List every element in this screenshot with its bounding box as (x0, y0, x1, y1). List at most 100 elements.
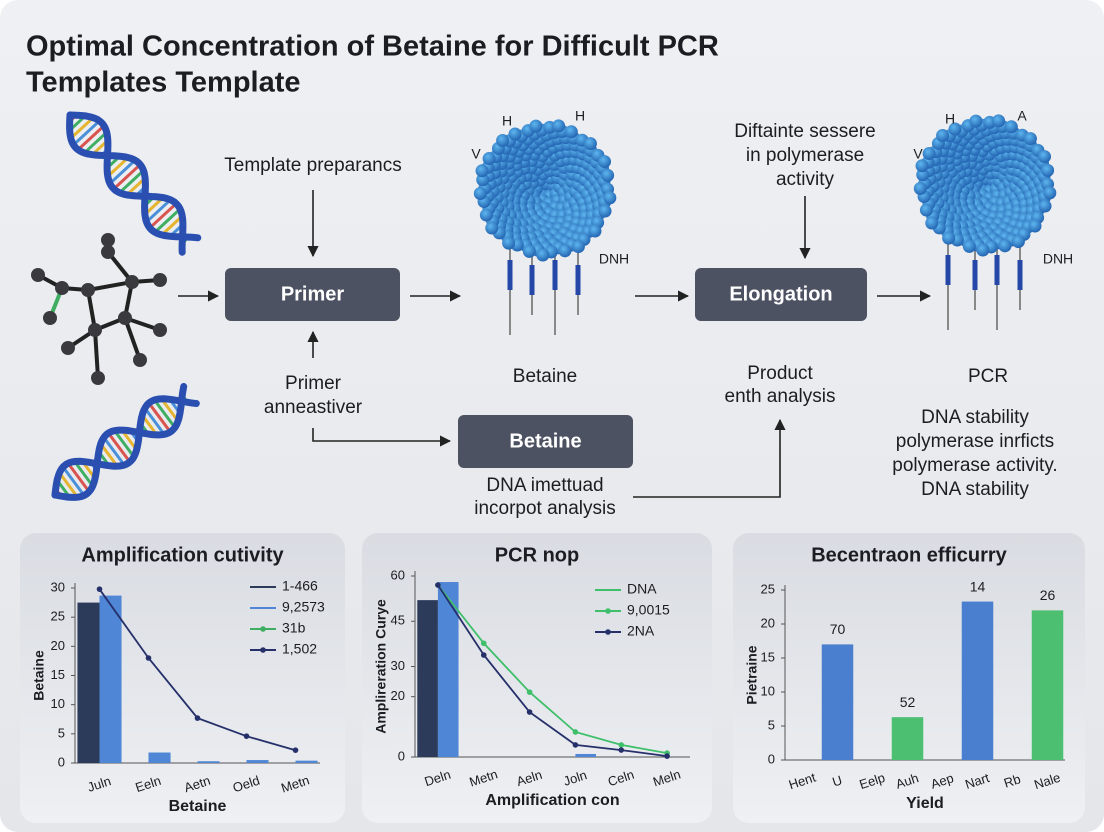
bar (77, 602, 100, 763)
bar-annotation: 52 (900, 694, 916, 710)
legend-marker (605, 608, 611, 614)
label: H (575, 108, 585, 124)
helix-rung (72, 119, 101, 146)
atom (125, 275, 139, 289)
label: DNA imettuad (486, 475, 603, 496)
particle-bead (1023, 132, 1037, 146)
y-tick-label: 5 (768, 717, 775, 732)
y-tick-label: 0 (768, 751, 775, 766)
label: Betaine (509, 430, 581, 452)
bar (821, 644, 854, 760)
helix-rung (83, 131, 108, 155)
y-tick-label: 30 (51, 579, 65, 594)
point (243, 733, 250, 739)
label: in polymerase (746, 145, 864, 166)
x-axis-label: Betaine (169, 798, 227, 815)
helix-rung (160, 397, 180, 423)
atom (88, 323, 102, 337)
helix-rung (66, 462, 91, 493)
helix-rung (69, 116, 95, 140)
particle-bead (1028, 219, 1042, 233)
label: Product (747, 363, 813, 384)
particle-bead (998, 239, 1012, 253)
legend-label: 9,2573 (282, 599, 325, 615)
point (618, 747, 625, 753)
helix-rung (73, 460, 94, 487)
particle-bead (603, 191, 617, 205)
bar (197, 761, 220, 763)
particle-bead (1011, 235, 1025, 249)
x-tick-label: Auh (894, 770, 921, 791)
probe-tag (972, 260, 978, 290)
bar (437, 582, 459, 757)
legend-marker (605, 629, 611, 635)
label: H (945, 111, 955, 127)
chart-title: Amplification cutivity (81, 544, 284, 566)
point (572, 742, 579, 748)
particle-bead (1004, 120, 1018, 134)
particle-bead (969, 114, 983, 128)
y-axis-label: Betaine (31, 650, 47, 701)
bond (93, 329, 100, 379)
particle-bead (992, 114, 1006, 128)
bar (1031, 610, 1064, 760)
helix-strand (66, 111, 187, 256)
y-tick-label: 10 (51, 696, 65, 711)
y-tick-label: 25 (51, 609, 65, 624)
particle-bead (496, 134, 510, 148)
label: enth analysis (725, 386, 836, 407)
label: DNH (599, 251, 629, 267)
y-tick-label: 20 (761, 615, 775, 630)
helix-rung (112, 163, 142, 191)
legend-label: 2NA (627, 623, 655, 639)
particle-bead (482, 152, 496, 166)
particle-bead (1041, 163, 1055, 177)
helix-rung (147, 402, 172, 433)
particle-bead (583, 137, 597, 151)
atom (31, 268, 45, 282)
legend-label: 31b (282, 620, 306, 636)
point (618, 742, 625, 748)
particle-bead (936, 129, 950, 143)
process-box (225, 268, 400, 321)
x-tick-label: Juln (86, 773, 113, 795)
atom (133, 353, 147, 367)
particle-bead (564, 125, 578, 139)
label: Template preparancs (224, 155, 401, 176)
label: anneastiver (264, 397, 363, 418)
atom (101, 233, 115, 247)
label: Elongation (729, 283, 832, 305)
particle-bead (502, 236, 516, 250)
atom (101, 245, 115, 259)
label: V (471, 146, 481, 162)
bar (961, 601, 994, 760)
y-tick-label: 15 (761, 649, 775, 664)
bar-annotation: 70 (830, 621, 846, 637)
arrow (312, 428, 452, 447)
probe-tag (529, 265, 535, 295)
particle-bead (536, 248, 550, 262)
particle-bead (597, 155, 611, 169)
helix-rung (160, 214, 184, 237)
y-axis-label: Pietraine (744, 645, 760, 704)
line (437, 584, 668, 754)
x-axis-label: Amplification con (485, 792, 619, 809)
particle-bead (1043, 186, 1057, 200)
particle-bead (922, 147, 936, 161)
atom (61, 341, 75, 355)
y-tick-label: 30 (391, 658, 405, 673)
y-tick-label: 60 (391, 567, 405, 582)
chart-title: PCR nop (495, 544, 579, 566)
y-tick-label: 20 (51, 638, 65, 653)
bond (123, 317, 142, 361)
x-tick-label: U (830, 772, 844, 789)
process-box (458, 415, 633, 468)
y-tick-label: 20 (391, 688, 405, 703)
bond (87, 280, 133, 292)
label: DNA stability (921, 479, 1029, 500)
particle-bead (558, 244, 572, 258)
legend-marker (260, 626, 266, 632)
particle-bead (913, 182, 927, 196)
label: Primer (281, 283, 345, 305)
